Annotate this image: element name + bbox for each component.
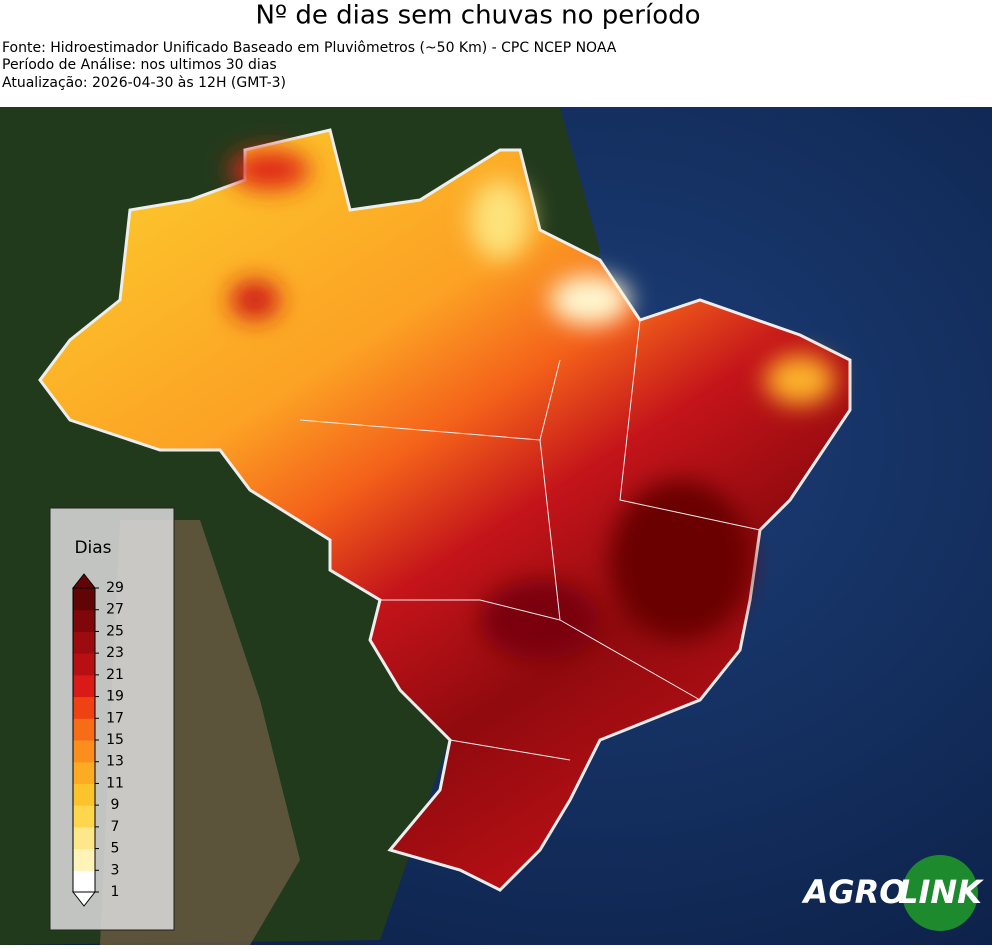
tick-label: 29 xyxy=(106,580,124,596)
logo-circle xyxy=(902,855,978,931)
title: Nº de dias sem chuvas no período xyxy=(255,1,700,31)
tick-label: 21 xyxy=(106,667,124,683)
tick-label: 13 xyxy=(106,754,124,770)
tick-label: 27 xyxy=(106,602,124,618)
tick-label: 11 xyxy=(106,775,124,791)
color-band xyxy=(73,783,95,806)
tick-label: 5 xyxy=(111,841,120,857)
color-band xyxy=(73,826,95,850)
legend-box xyxy=(49,507,175,931)
tick-label: 23 xyxy=(106,645,124,661)
color-band xyxy=(73,674,95,698)
source-line: Fonte: Hidroestimador Unificado Baseado … xyxy=(2,40,617,56)
color-band xyxy=(73,805,95,828)
tick-label: 3 xyxy=(111,862,120,878)
color-band xyxy=(73,870,95,893)
color-band xyxy=(73,696,95,719)
logo-right: LINK xyxy=(898,873,984,911)
tick-label: 1 xyxy=(111,884,120,900)
color-band xyxy=(73,631,95,654)
brazil xyxy=(38,128,852,892)
legend-title: Dias xyxy=(74,538,111,558)
logo: AGRO LINK xyxy=(801,855,984,931)
color-band xyxy=(73,848,95,871)
tick-label: 9 xyxy=(111,797,120,813)
color-band xyxy=(73,718,95,741)
heat-blobs xyxy=(230,150,835,660)
logo-left: AGRO xyxy=(801,873,907,911)
tick-label: 19 xyxy=(106,689,124,705)
color-band xyxy=(73,609,95,632)
tick-label: 17 xyxy=(106,710,124,726)
state-borders xyxy=(299,129,761,761)
color-band xyxy=(73,588,95,611)
update-line: Atualização: 2026-04-30 às 12H (GMT-3) xyxy=(2,75,286,91)
tick-label: 7 xyxy=(111,819,120,835)
color-band xyxy=(73,653,95,676)
tick-label: 25 xyxy=(106,623,124,639)
color-band xyxy=(73,740,95,763)
color-band xyxy=(73,761,95,784)
period-line: Período de Análise: nos ultimos 30 dias xyxy=(2,57,277,73)
tick-label: 15 xyxy=(106,732,124,748)
